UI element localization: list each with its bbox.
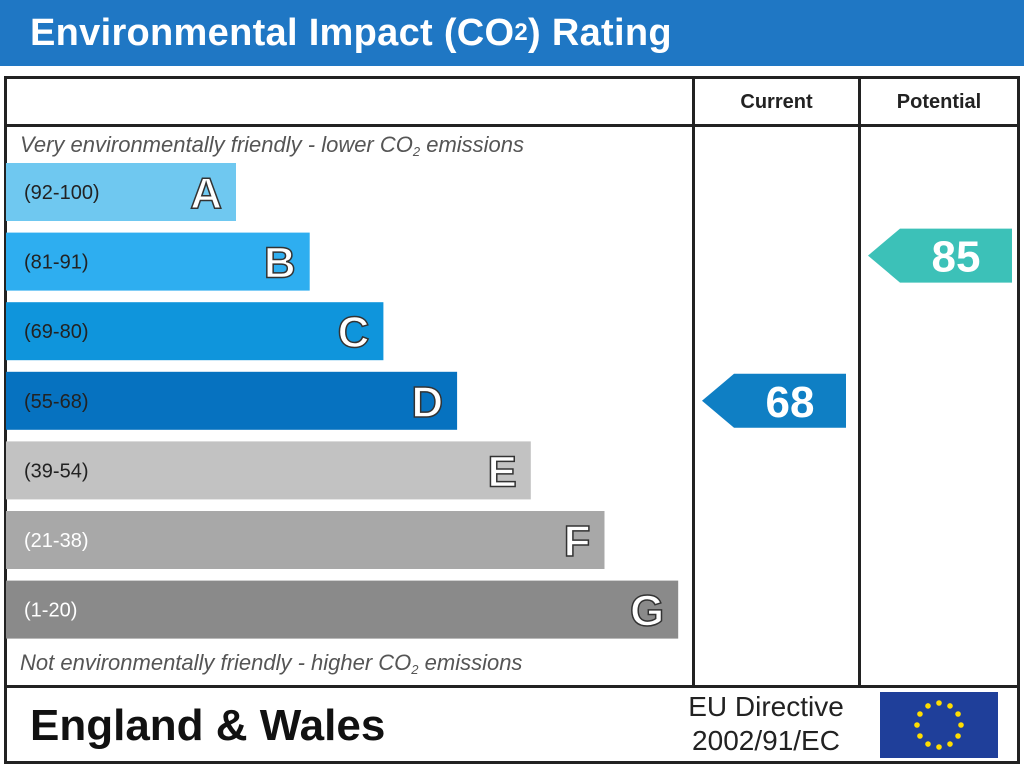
column-header-current: Current xyxy=(740,90,813,113)
band-g-bar xyxy=(6,580,679,639)
divider-header-row xyxy=(4,124,1020,127)
band-e-letter: E xyxy=(487,447,516,496)
eu-star-icon xyxy=(955,711,961,717)
eu-star-icon xyxy=(925,703,931,709)
current-rating-value: 68 xyxy=(766,378,815,427)
note-top-sub: 2 xyxy=(412,144,421,159)
eu-star-icon xyxy=(936,744,942,750)
band-c-bar xyxy=(6,302,384,361)
note-bottom-suffix: emissions xyxy=(418,650,523,675)
column-header-potential: Potential xyxy=(896,90,982,113)
title-prefix: Environmental Impact (CO xyxy=(30,11,515,54)
current-rating-arrow xyxy=(702,373,846,428)
divider-potential-left xyxy=(858,76,861,688)
band-a-letter: A xyxy=(190,169,222,218)
band-c-range: (69-80) xyxy=(24,321,88,343)
band-f-bar xyxy=(6,511,605,569)
title-subscript: 2 xyxy=(514,19,529,46)
note-top-prefix: Very environmentally friendly - lower CO xyxy=(20,132,413,157)
divider-current-left xyxy=(692,76,695,688)
band-d-bar xyxy=(6,371,458,430)
band-g-letter: G xyxy=(630,587,664,636)
band-e-range: (39-54) xyxy=(24,460,88,482)
note-top-suffix: emissions xyxy=(420,132,525,157)
band-b-range: (81-91) xyxy=(24,252,88,274)
directive-line2: 2002/91/EC xyxy=(692,725,840,756)
band-d-letter: D xyxy=(411,378,443,427)
eu-star-icon xyxy=(955,733,961,739)
eu-star-icon xyxy=(936,700,942,706)
band-a-bar xyxy=(6,163,236,221)
directive-line1: EU Directive xyxy=(688,691,844,722)
divider-footer-row xyxy=(4,685,1020,688)
eu-star-icon xyxy=(914,722,920,728)
band-b-bar xyxy=(6,232,310,291)
eu-star-icon xyxy=(917,711,923,717)
footer-directive: EU Directive 2002/91/EC xyxy=(664,690,868,758)
note-top: Very environmentally friendly - lower CO… xyxy=(20,132,524,159)
potential-rating-arrow xyxy=(868,228,1012,283)
band-b-letter: B xyxy=(264,239,296,288)
eu-star-icon xyxy=(947,741,953,747)
note-bottom-prefix: Not environmentally friendly - higher CO xyxy=(20,650,412,675)
eu-star-icon xyxy=(917,733,923,739)
eu-star-icon xyxy=(958,722,964,728)
potential-rating-value: 85 xyxy=(932,233,981,282)
band-c-letter: C xyxy=(338,308,370,357)
band-a-range: (92-100) xyxy=(24,182,100,204)
rating-table xyxy=(4,76,1020,764)
note-bottom: Not environmentally friendly - higher CO… xyxy=(20,650,522,677)
band-d-range: (55-68) xyxy=(24,391,88,413)
band-g-range: (1-20) xyxy=(24,600,77,622)
eu-star-icon xyxy=(925,741,931,747)
eu-star-icon xyxy=(947,703,953,709)
page-title: Environmental Impact (CO 2) Rating xyxy=(0,0,1024,66)
title-suffix: ) Rating xyxy=(528,11,672,54)
note-bottom-sub: 2 xyxy=(411,662,419,677)
band-f-letter: F xyxy=(564,517,591,566)
band-f-range: (21-38) xyxy=(24,530,88,552)
band-e-bar xyxy=(6,441,531,500)
footer-country: England & Wales xyxy=(30,701,386,750)
eu-flag-icon xyxy=(880,692,998,758)
